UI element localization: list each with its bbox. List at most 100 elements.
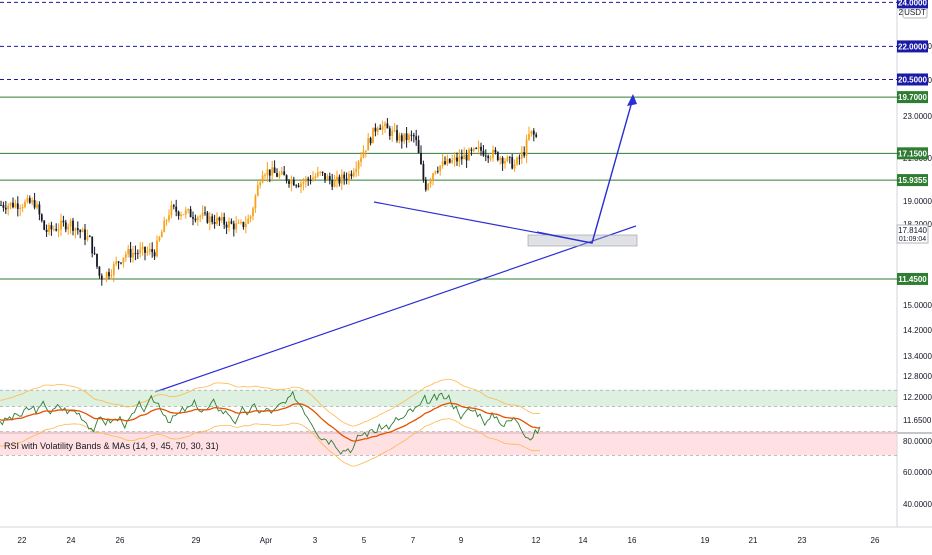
candle-body bbox=[235, 223, 238, 230]
candle-body bbox=[237, 222, 240, 224]
candle-body bbox=[501, 157, 504, 164]
candle-body bbox=[108, 272, 110, 277]
candle-body bbox=[283, 171, 286, 176]
candle-body bbox=[276, 172, 278, 177]
candle-body bbox=[69, 220, 72, 227]
candle-body bbox=[110, 274, 113, 277]
candle-body bbox=[372, 127, 374, 144]
candle-body bbox=[396, 130, 398, 141]
candle-body bbox=[201, 212, 204, 217]
candle-body bbox=[105, 272, 108, 280]
candle-body bbox=[67, 226, 70, 230]
candle-body bbox=[336, 176, 338, 181]
candle-body bbox=[290, 179, 293, 184]
candle-body bbox=[420, 152, 422, 165]
candle-body bbox=[141, 246, 144, 250]
candle-body bbox=[144, 246, 146, 253]
candle-body bbox=[60, 220, 62, 230]
candle-body bbox=[448, 158, 451, 163]
candle-body bbox=[72, 220, 74, 231]
candle-body bbox=[412, 135, 415, 137]
candle-body bbox=[259, 182, 262, 186]
candle-body bbox=[453, 157, 456, 161]
time-axis-label: 19 bbox=[701, 536, 710, 545]
candle-body bbox=[199, 216, 202, 218]
candle-body bbox=[309, 179, 312, 182]
level-tag-label: 15.9355 bbox=[898, 176, 927, 185]
time-axis-label: 9 bbox=[459, 536, 464, 545]
candle-body bbox=[338, 176, 341, 184]
candle-body bbox=[379, 128, 382, 130]
candle-body bbox=[297, 185, 300, 187]
candle-body bbox=[312, 177, 314, 182]
candle-body bbox=[316, 172, 319, 177]
candle-body bbox=[475, 148, 478, 149]
candle-body bbox=[26, 198, 29, 202]
rsi-overbought-zone bbox=[0, 390, 897, 407]
projection-arrowhead bbox=[627, 94, 637, 106]
candle-body bbox=[273, 167, 276, 173]
price-axis-top-label: 2 bbox=[899, 8, 904, 17]
candle-body bbox=[410, 134, 413, 136]
candle-body bbox=[432, 173, 434, 181]
candle-body bbox=[518, 157, 521, 159]
current-price-tag bbox=[896, 224, 929, 244]
candle-body bbox=[530, 130, 533, 134]
candle-body bbox=[254, 195, 257, 209]
candle-body bbox=[50, 225, 53, 230]
rsi-upper-band bbox=[0, 378, 541, 427]
level-tag bbox=[897, 73, 928, 86]
time-axis-label: 26 bbox=[871, 536, 880, 545]
time-axis-label: 12 bbox=[532, 536, 541, 545]
candle-body bbox=[52, 228, 55, 230]
time-axis-label: 21 bbox=[749, 536, 758, 545]
candle-body bbox=[381, 126, 384, 130]
candle-body bbox=[165, 220, 168, 222]
candle-body bbox=[511, 157, 514, 169]
countdown-label: 01:09:04 bbox=[899, 236, 926, 243]
time-axis-label: Apr bbox=[260, 536, 273, 545]
candle-body bbox=[252, 208, 254, 217]
level-tag-label: 20.5000 bbox=[898, 75, 927, 84]
candle-body bbox=[429, 180, 432, 184]
candle-body bbox=[240, 221, 242, 223]
candle-body bbox=[55, 228, 58, 231]
candle-body bbox=[81, 229, 84, 233]
candle-body bbox=[64, 222, 67, 230]
price-tick-label: 12.2000 bbox=[903, 393, 932, 402]
candle-body bbox=[117, 261, 120, 263]
candle-body bbox=[268, 169, 271, 176]
candle-body bbox=[348, 173, 350, 180]
price-tick-label: 12.8000 bbox=[903, 372, 932, 381]
candle-body bbox=[376, 128, 379, 132]
candle-body bbox=[91, 236, 94, 254]
candle-body bbox=[9, 202, 12, 206]
candle-body bbox=[177, 211, 180, 216]
candle-body bbox=[156, 240, 158, 257]
time-axis-label: 29 bbox=[192, 536, 201, 545]
candle-body bbox=[489, 157, 492, 159]
candle-body bbox=[460, 156, 463, 160]
time-axis-label: 24 bbox=[67, 536, 76, 545]
candle-body bbox=[249, 216, 252, 219]
candle-body bbox=[405, 133, 408, 141]
candle-body bbox=[40, 214, 43, 221]
candle-body bbox=[271, 167, 274, 176]
rsi-tick-label: 60.0000 bbox=[903, 468, 932, 477]
candle-body bbox=[2, 205, 5, 208]
candle-body bbox=[158, 237, 161, 241]
candle-body bbox=[417, 140, 420, 153]
candle-body bbox=[400, 135, 403, 142]
projection-arrow-path bbox=[536, 97, 634, 244]
candle-body bbox=[492, 149, 494, 158]
candle-body bbox=[367, 138, 370, 151]
candle-body bbox=[468, 149, 470, 161]
candle-body bbox=[520, 152, 523, 159]
price-tick-label: 13.4000 bbox=[903, 352, 932, 361]
candle-body bbox=[31, 200, 34, 203]
candle-body bbox=[223, 217, 226, 225]
candle-body bbox=[302, 182, 305, 184]
current-price-label: 17.8140 bbox=[898, 226, 927, 235]
candle-body bbox=[528, 133, 530, 140]
